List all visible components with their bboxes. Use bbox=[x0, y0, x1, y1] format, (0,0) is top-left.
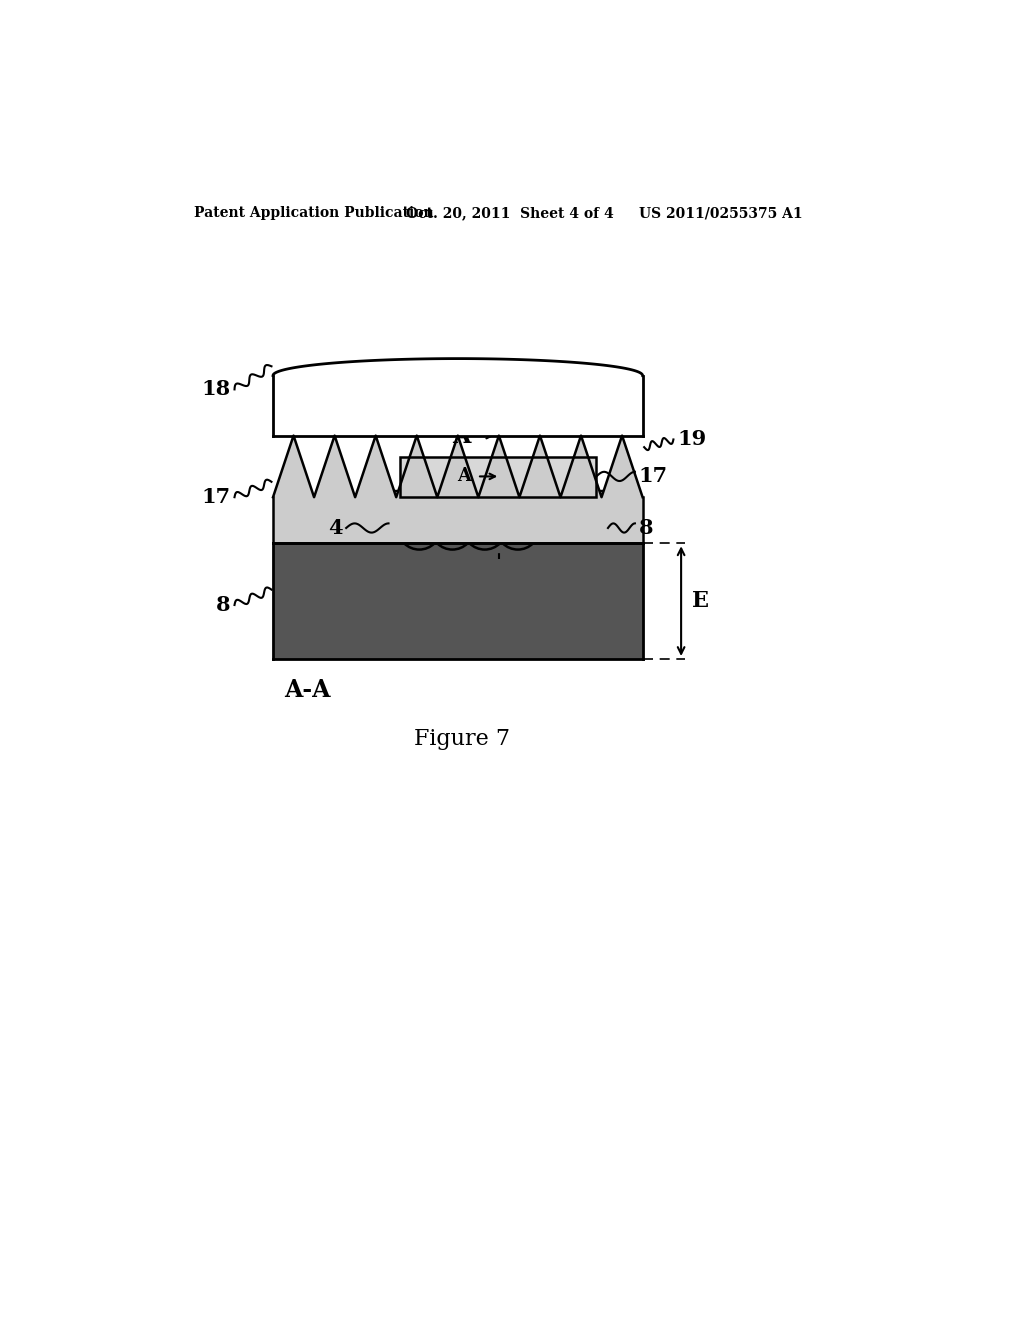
Polygon shape bbox=[273, 436, 643, 544]
Text: Patent Application Publication: Patent Application Publication bbox=[194, 206, 433, 220]
Text: 8: 8 bbox=[216, 595, 230, 615]
Text: A: A bbox=[453, 424, 471, 447]
FancyBboxPatch shape bbox=[382, 491, 614, 565]
Text: A-A: A-A bbox=[285, 678, 331, 702]
Text: US 2011/0255375 A1: US 2011/0255375 A1 bbox=[639, 206, 803, 220]
Text: 19: 19 bbox=[677, 429, 707, 449]
Bar bbox=[400, 457, 596, 498]
Text: A: A bbox=[457, 467, 471, 486]
Text: 8: 8 bbox=[639, 517, 653, 539]
Text: 17: 17 bbox=[202, 487, 230, 507]
Text: 4: 4 bbox=[328, 517, 342, 539]
Text: 18: 18 bbox=[202, 379, 230, 400]
Polygon shape bbox=[273, 359, 643, 436]
Bar bbox=[400, 457, 596, 498]
Text: 17: 17 bbox=[639, 466, 668, 486]
Text: E: E bbox=[692, 590, 709, 612]
Bar bbox=[273, 544, 643, 659]
Text: Oct. 20, 2011  Sheet 4 of 4: Oct. 20, 2011 Sheet 4 of 4 bbox=[407, 206, 614, 220]
Text: Figure 7: Figure 7 bbox=[414, 729, 510, 750]
